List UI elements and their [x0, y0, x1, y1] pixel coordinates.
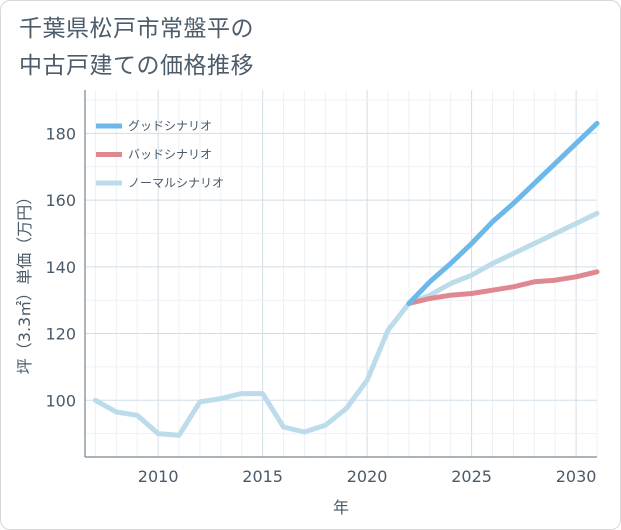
y-tick-label: 120	[45, 325, 76, 344]
series-line	[92, 210, 600, 438]
chart-title: 千葉県松戸市常盤平の 中古戸建ての価格推移	[19, 11, 254, 85]
x-axis-label: 年	[333, 498, 349, 517]
y-tick-label: 140	[45, 258, 76, 277]
x-tick-label: 2015	[242, 467, 283, 486]
y-tick-label: 160	[45, 191, 76, 210]
grid-lines	[85, 90, 598, 457]
x-tick-label: 2025	[451, 467, 492, 486]
axes	[84, 90, 597, 458]
tick-labels: 2010 2015 2020 2025 2030 100 120 140 160 180	[45, 124, 596, 486]
x-tick-label: 2020	[347, 467, 388, 486]
x-tick-label: 2010	[138, 467, 179, 486]
x-tick-label: 2030	[556, 467, 597, 486]
chart-title-line-2: 中古戸建ての価格推移	[19, 53, 254, 79]
plot-area	[85, 90, 597, 457]
y-tick-label: 100	[45, 391, 76, 410]
legend-label: ノーマルシナリオ	[128, 176, 224, 190]
series-line	[406, 120, 600, 306]
legend-label: グッドシナリオ	[128, 119, 212, 133]
y-tick-label: 180	[45, 124, 76, 143]
series-line	[406, 269, 600, 306]
chart-title-line-1: 千葉県松戸市常盤平の	[19, 16, 254, 42]
legend-label: バッドシナリオ	[128, 148, 212, 162]
series-lines	[92, 120, 600, 438]
y-axis-label: 坪（3.3㎡）単価（万円）	[15, 189, 34, 374]
